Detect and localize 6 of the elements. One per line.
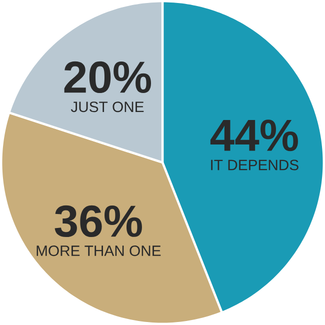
data-label: 20% xyxy=(64,61,152,94)
data-label: 36% xyxy=(54,205,142,238)
slice-label: IT DEPENDS xyxy=(211,160,298,170)
data-label: 44% xyxy=(210,120,298,152)
slice-label: JUST ONE xyxy=(70,102,144,112)
slice-label: MORE THAN ONE xyxy=(36,246,161,256)
